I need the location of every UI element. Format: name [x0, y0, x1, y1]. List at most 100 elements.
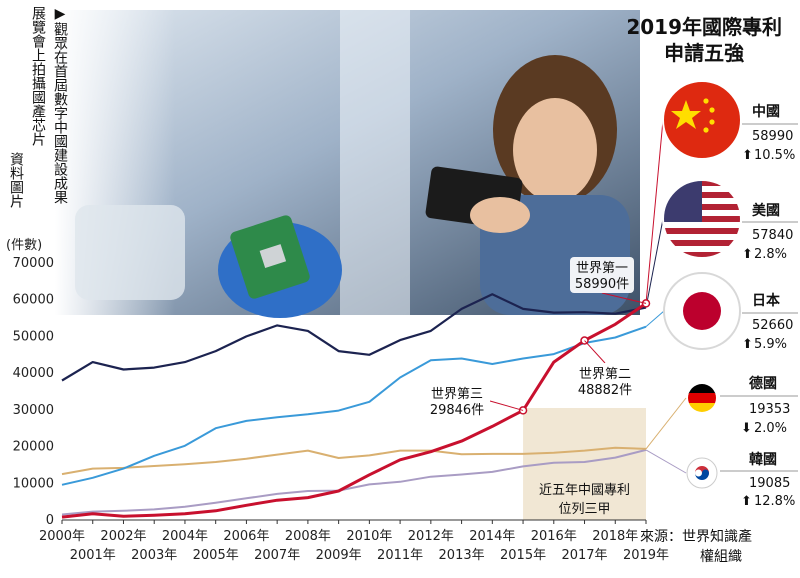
x-tick-label: 2008年 [285, 529, 331, 544]
usa-name: 美國 [752, 202, 780, 219]
y-tick-label: 10000 [13, 476, 54, 491]
title-line-1: 2019年國際專利 [626, 15, 782, 39]
country-germany: 德國 19353 ⬇ 2.0% [688, 375, 798, 436]
y-tick-label: 50000 [13, 329, 54, 344]
x-tick-label: 2014年 [469, 529, 515, 544]
x-tick-label: 2018年 [592, 529, 638, 544]
germany-change-arrow: ⬇ [741, 421, 752, 436]
annotation-rank: 世界第一 [576, 261, 628, 276]
leader-line-germany [645, 397, 687, 450]
country-china: 中國 58990 ⬆ 10.5% [662, 80, 798, 163]
leader-line-china [645, 119, 664, 304]
china-change: 10.5% [754, 148, 795, 163]
annotation-value: 48882件 [578, 383, 632, 398]
usa-change: 2.8% [754, 247, 787, 262]
series-line-usa [61, 293, 647, 382]
series-line-china [61, 302, 647, 519]
x-tick-label: 2003年 [131, 548, 177, 563]
y-axis-label: (件數) [6, 238, 42, 253]
china-flag-star [671, 100, 701, 129]
x-tick-label: 2019年 [623, 548, 669, 563]
annotation-leader [584, 340, 606, 364]
x-tick-label: 2011年 [377, 548, 423, 563]
y-tick-label: 60000 [13, 293, 54, 308]
series-line-germany [61, 446, 647, 476]
japan-name: 日本 [752, 292, 781, 309]
japan-value: 52660 [752, 318, 793, 333]
annotation-leader [601, 292, 647, 304]
photo-caption-line-2: 展覽會上拍攝國產芯片 [30, 6, 46, 146]
korea-change-arrow: ⬆ [741, 494, 752, 509]
y-tick-label: 40000 [13, 366, 54, 381]
germany-flag [688, 384, 716, 412]
leader-line-usa [645, 218, 664, 308]
photo-credit: 資料圖片 [8, 152, 24, 208]
x-tick-label: 2002年 [100, 529, 146, 544]
china-flag-small-star [709, 119, 715, 125]
x-tick-label: 2010年 [346, 529, 392, 544]
source-line-2: 權組織 [700, 549, 742, 565]
title: 2019年國際專利 申請五強 [626, 14, 782, 66]
leader-line-japan [645, 310, 665, 328]
series-line-japan [61, 325, 647, 486]
x-tick-label: 2016年 [531, 529, 577, 544]
source-note: 來源：世界知識產 權組織 [640, 527, 798, 567]
leader-line-korea [645, 449, 687, 474]
x-tick-label: 2013年 [439, 548, 485, 563]
country-usa: 美國 57840 ⬆ 2.8% [662, 179, 798, 262]
china-name: 中國 [752, 103, 780, 120]
korea-flag-taeguk-blue [695, 469, 709, 480]
annotation-box [570, 257, 634, 293]
japan-flag-sun [683, 292, 721, 330]
china-flag-small-star [709, 107, 715, 113]
country-korea: 韓國 19085 ⬆ 12.8% [686, 451, 798, 509]
germany-value: 19353 [749, 402, 790, 417]
china-value: 58990 [752, 129, 793, 144]
usa-change-arrow: ⬆ [742, 247, 753, 262]
x-tick-label: 2015年 [500, 548, 546, 563]
x-tick-label: 2009年 [316, 548, 362, 563]
china-flag-small-star [703, 98, 709, 104]
germany-change: 2.0% [754, 421, 787, 436]
china-flag [662, 80, 742, 160]
x-tick-label: 2001年 [70, 548, 116, 563]
x-tick-label: 2005年 [193, 548, 239, 563]
usa-value: 57840 [752, 228, 793, 243]
germany-name: 德國 [749, 375, 777, 392]
usa-flag [663, 180, 741, 258]
korea-change: 12.8% [754, 494, 795, 509]
source-line-1: 來源：世界知識產 [640, 529, 752, 545]
annotation-leader [489, 400, 524, 411]
japan-change-arrow: ⬆ [742, 337, 753, 352]
country-japan: 日本 52660 ⬆ 5.9% [663, 272, 798, 352]
y-tick-label: 70000 [13, 256, 54, 271]
annotation-value: 58990件 [575, 277, 629, 292]
china-change-arrow: ⬆ [742, 148, 753, 163]
y-tick-label: 20000 [13, 440, 54, 455]
x-tick-label: 2004年 [162, 529, 208, 544]
x-tick-label: 2006年 [223, 529, 269, 544]
highlight-label-line-1: 近五年中國專利 [539, 483, 630, 498]
annotation-rank: 世界第三 [431, 387, 483, 402]
y-tick-label: 0 [46, 513, 54, 528]
series-line-korea [61, 448, 647, 516]
japan-change: 5.9% [754, 337, 787, 352]
china-flag-small-star [703, 127, 709, 133]
korea-value: 19085 [749, 476, 790, 491]
x-tick-label: 2007年 [254, 548, 300, 563]
x-tick-label: 2017年 [561, 548, 607, 563]
annotation-box [572, 363, 638, 399]
annotation-value: 29846件 [430, 403, 484, 418]
photo-caption-line-1: ▶觀眾在首屆數字中國建設成果 [52, 6, 68, 204]
title-line-2: 申請五強 [664, 41, 745, 65]
x-tick-label: 2012年 [408, 529, 454, 544]
annotation-rank: 世界第二 [579, 367, 631, 382]
korea-name: 韓國 [749, 451, 777, 468]
highlight-label-line-2: 位列三甲 [559, 502, 611, 517]
x-tick-label: 2000年 [39, 529, 85, 544]
y-tick-label: 30000 [13, 403, 54, 418]
